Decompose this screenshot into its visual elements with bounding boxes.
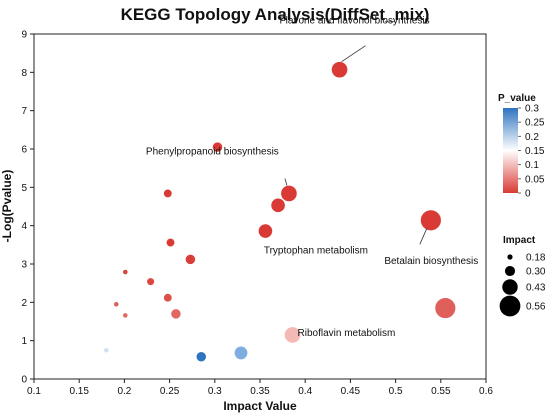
impact-legend-label: 0.30 xyxy=(526,267,546,278)
data-point xyxy=(165,237,176,248)
x-tick-label: 0.35 xyxy=(250,386,270,397)
data-point xyxy=(212,141,223,153)
y-tick-label: 8 xyxy=(21,68,27,79)
data-point xyxy=(280,185,298,202)
y-tick-label: 5 xyxy=(21,183,27,194)
data-point xyxy=(146,277,155,286)
impact-legend-label: 0.43 xyxy=(526,283,546,294)
impact-legend-title: Impact xyxy=(503,235,536,246)
x-tick-label: 0.3 xyxy=(208,386,222,397)
x-axis: 0.1 0.15 0.2 0.25 0.3 0.35 0.4 0.45 0.5 0.55 0.6 xyxy=(27,379,493,397)
colorbar-tick-label: 0.3 xyxy=(525,104,539,115)
y-tick-label: 4 xyxy=(21,221,27,232)
data-point xyxy=(420,209,442,231)
data-point xyxy=(195,351,207,363)
colorbar-tick-label: 0.25 xyxy=(525,118,545,129)
colorbar-tick-label: 0.15 xyxy=(525,146,545,157)
chart-title: KEGG Topology Analysis(DiffSet_mix) xyxy=(121,5,430,24)
y-tick-label: 1 xyxy=(21,336,27,347)
data-point xyxy=(103,347,110,354)
impact-legend-marker xyxy=(502,279,518,295)
x-tick-label: 0.6 xyxy=(479,386,493,397)
colorbar-tick-label: 0.1 xyxy=(525,160,539,171)
p-value-colorbar-ticks: 0.3 0.25 0.2 0.15 0.1 0.05 0 xyxy=(518,104,545,200)
impact-legend-marker xyxy=(499,295,521,317)
x-tick-label: 0.15 xyxy=(69,386,89,397)
x-tick-label: 0.25 xyxy=(160,386,180,397)
x-tick-label: 0.4 xyxy=(298,386,312,397)
colorbar-tick-label: 0.2 xyxy=(525,132,539,143)
data-point xyxy=(331,61,348,79)
data-point xyxy=(113,301,120,308)
annotation-label: Riboflavin metabolism xyxy=(298,328,396,339)
data-point xyxy=(122,312,129,319)
impact-legend-label: 0.56 xyxy=(526,302,546,313)
x-tick-label: 0.2 xyxy=(117,386,131,397)
data-point xyxy=(185,254,196,265)
data-points xyxy=(103,61,457,363)
annotations: Flavone and flavonol biosynthesis Phenylp… xyxy=(146,16,478,339)
y-tick-label: 3 xyxy=(21,260,27,271)
p-value-legend-title: P_value xyxy=(498,93,536,104)
p-value-colorbar xyxy=(503,108,518,193)
impact-legend-marker xyxy=(507,254,513,260)
x-tick-label: 0.45 xyxy=(341,386,361,397)
p-value-legend: P_value 0.3 0.25 0.2 0.15 0.1 0.05 0 xyxy=(498,93,545,200)
colorbar-tick-label: 0 xyxy=(525,189,531,200)
annotation-label: Tryptophan metabolism xyxy=(264,245,368,256)
y-tick-label: 9 xyxy=(21,30,27,41)
x-tick-label: 0.1 xyxy=(27,386,41,397)
impact-legend-marker xyxy=(504,265,516,277)
y-tick-label: 2 xyxy=(21,298,27,309)
data-point xyxy=(163,188,173,199)
y-tick-label: 0 xyxy=(21,375,27,386)
annotation-leader xyxy=(419,228,428,245)
data-point xyxy=(234,345,249,360)
data-point xyxy=(163,293,173,303)
data-point xyxy=(434,297,457,319)
annotation-leader xyxy=(341,45,366,62)
impact-legend-label: 0.18 xyxy=(526,253,546,264)
y-axis: 0 1 2 3 4 5 6 7 8 9 xyxy=(21,30,34,386)
data-point xyxy=(270,197,286,213)
data-point xyxy=(122,269,129,275)
data-point xyxy=(258,223,273,239)
y-tick-label: 6 xyxy=(21,145,27,156)
impact-legend-entries: 0.18 0.30 0.43 0.56 xyxy=(499,253,546,317)
colorbar-tick-label: 0.05 xyxy=(525,174,545,185)
x-tick-label: 0.5 xyxy=(389,386,403,397)
x-axis-title: Impact Value xyxy=(223,399,297,413)
impact-size-legend: Impact 0.18 0.30 0.43 0.56 xyxy=(499,235,546,317)
data-point xyxy=(170,308,182,320)
annotation-label: Phenylpropanoid biosynthesis xyxy=(146,146,279,157)
annotation-label: Flavone and flavonol biosynthesis xyxy=(280,16,430,27)
data-point xyxy=(284,326,301,344)
plot-frame xyxy=(33,33,487,380)
annotation-label: Betalain biosynthesis xyxy=(384,256,478,267)
y-tick-label: 7 xyxy=(21,106,27,117)
y-axis-title: -Log(Pvalue) xyxy=(0,170,14,243)
x-tick-label: 0.55 xyxy=(431,386,451,397)
annotation-leader xyxy=(284,178,288,186)
